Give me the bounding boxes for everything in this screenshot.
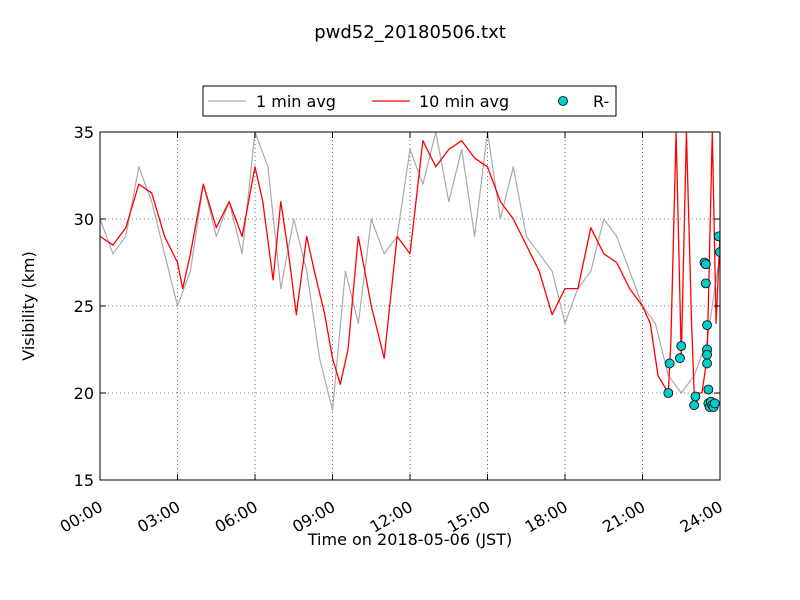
x-axis-label: Time on 2018-05-06 (JST) bbox=[307, 530, 512, 549]
legend-label-1min: 1 min avg bbox=[256, 92, 336, 111]
x-tick-label: 03:00 bbox=[134, 497, 183, 537]
y-tick-label: 15 bbox=[74, 471, 94, 490]
legend-label-10min: 10 min avg bbox=[419, 92, 509, 111]
rain-marker bbox=[703, 384, 714, 395]
y-tick-label: 30 bbox=[74, 210, 94, 229]
x-tick-label: 06:00 bbox=[212, 497, 261, 537]
x-tick-label: 18:00 bbox=[522, 497, 571, 537]
rain-marker bbox=[690, 391, 701, 402]
rain-marker bbox=[709, 398, 720, 409]
rain-marker bbox=[676, 341, 687, 351]
x-tick-label: 24:00 bbox=[677, 497, 726, 537]
rain-marker bbox=[663, 388, 674, 398]
series-10min-avg-line bbox=[100, 132, 720, 394]
rain-marker bbox=[700, 259, 711, 270]
rain-marker bbox=[664, 358, 675, 369]
rain-marker bbox=[702, 358, 712, 369]
legend: 1 min avg 10 min avg R- bbox=[202, 85, 617, 117]
rain-marker bbox=[700, 278, 711, 289]
chart-title: pwd52_20180506.txt bbox=[314, 22, 506, 43]
legend-swatch-rain bbox=[558, 96, 568, 106]
x-tick-label: 21:00 bbox=[599, 497, 648, 537]
rain-marker bbox=[715, 247, 720, 257]
y-tick-label: 35 bbox=[74, 123, 94, 142]
grid-lines bbox=[100, 132, 720, 480]
rain-marker bbox=[689, 400, 700, 411]
x-tick-label: 00:00 bbox=[57, 497, 106, 537]
axes: 00:00 03:00 06:00 09:00 12:00 15:00 18:00 21:00… bbox=[57, 123, 726, 537]
rain-marker bbox=[702, 349, 712, 360]
rain-marker bbox=[702, 320, 712, 331]
rain-marker bbox=[675, 353, 685, 364]
rain-marker bbox=[713, 231, 720, 242]
y-axis-label: Visibility (km) bbox=[19, 251, 38, 360]
y-tick-label: 20 bbox=[74, 384, 94, 403]
plot-series bbox=[100, 132, 720, 412]
y-tick-label: 25 bbox=[74, 297, 94, 316]
legend-label-rain: R- bbox=[593, 92, 609, 111]
